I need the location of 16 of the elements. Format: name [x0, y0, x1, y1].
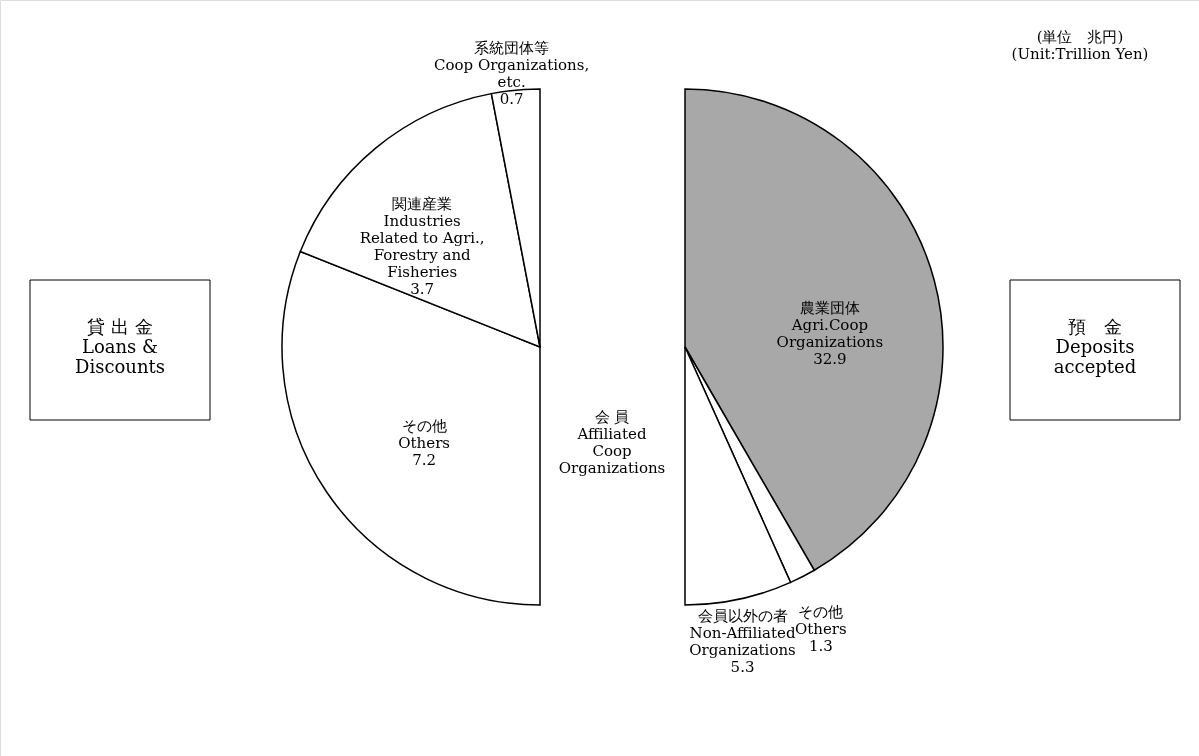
text: 貸 出 金 Loans & Discounts	[75, 316, 165, 377]
data-label: 0.7	[499, 90, 524, 109]
slice-label: その他 Others	[398, 416, 450, 452]
text: 会 員 Affiliated Coop Organizations	[558, 408, 666, 477]
data-label: 32.9	[813, 350, 847, 369]
data-label: 1.3	[808, 637, 833, 656]
slice-label: その他 Others	[794, 603, 847, 639]
data-label: 3.7	[410, 280, 435, 299]
data-label: 5.3	[730, 657, 755, 676]
text: (単位 兆円) (Unit:Trillion Yen)	[1011, 28, 1149, 63]
slice-label: 系統団体等 Coop Organizations, etc.	[434, 39, 590, 92]
slice-label: 農業団体 Agri.Coop Organizations	[776, 299, 884, 352]
slice-label: 関連産業 Industries Related to Agri., Forestry and Fisheries	[359, 195, 485, 282]
data-label: 7.2	[412, 450, 437, 469]
slice-label: 会員以外の者 Non-Affiliated Organizations	[689, 606, 796, 659]
text: 預 金 Deposits accepted	[1053, 316, 1137, 377]
